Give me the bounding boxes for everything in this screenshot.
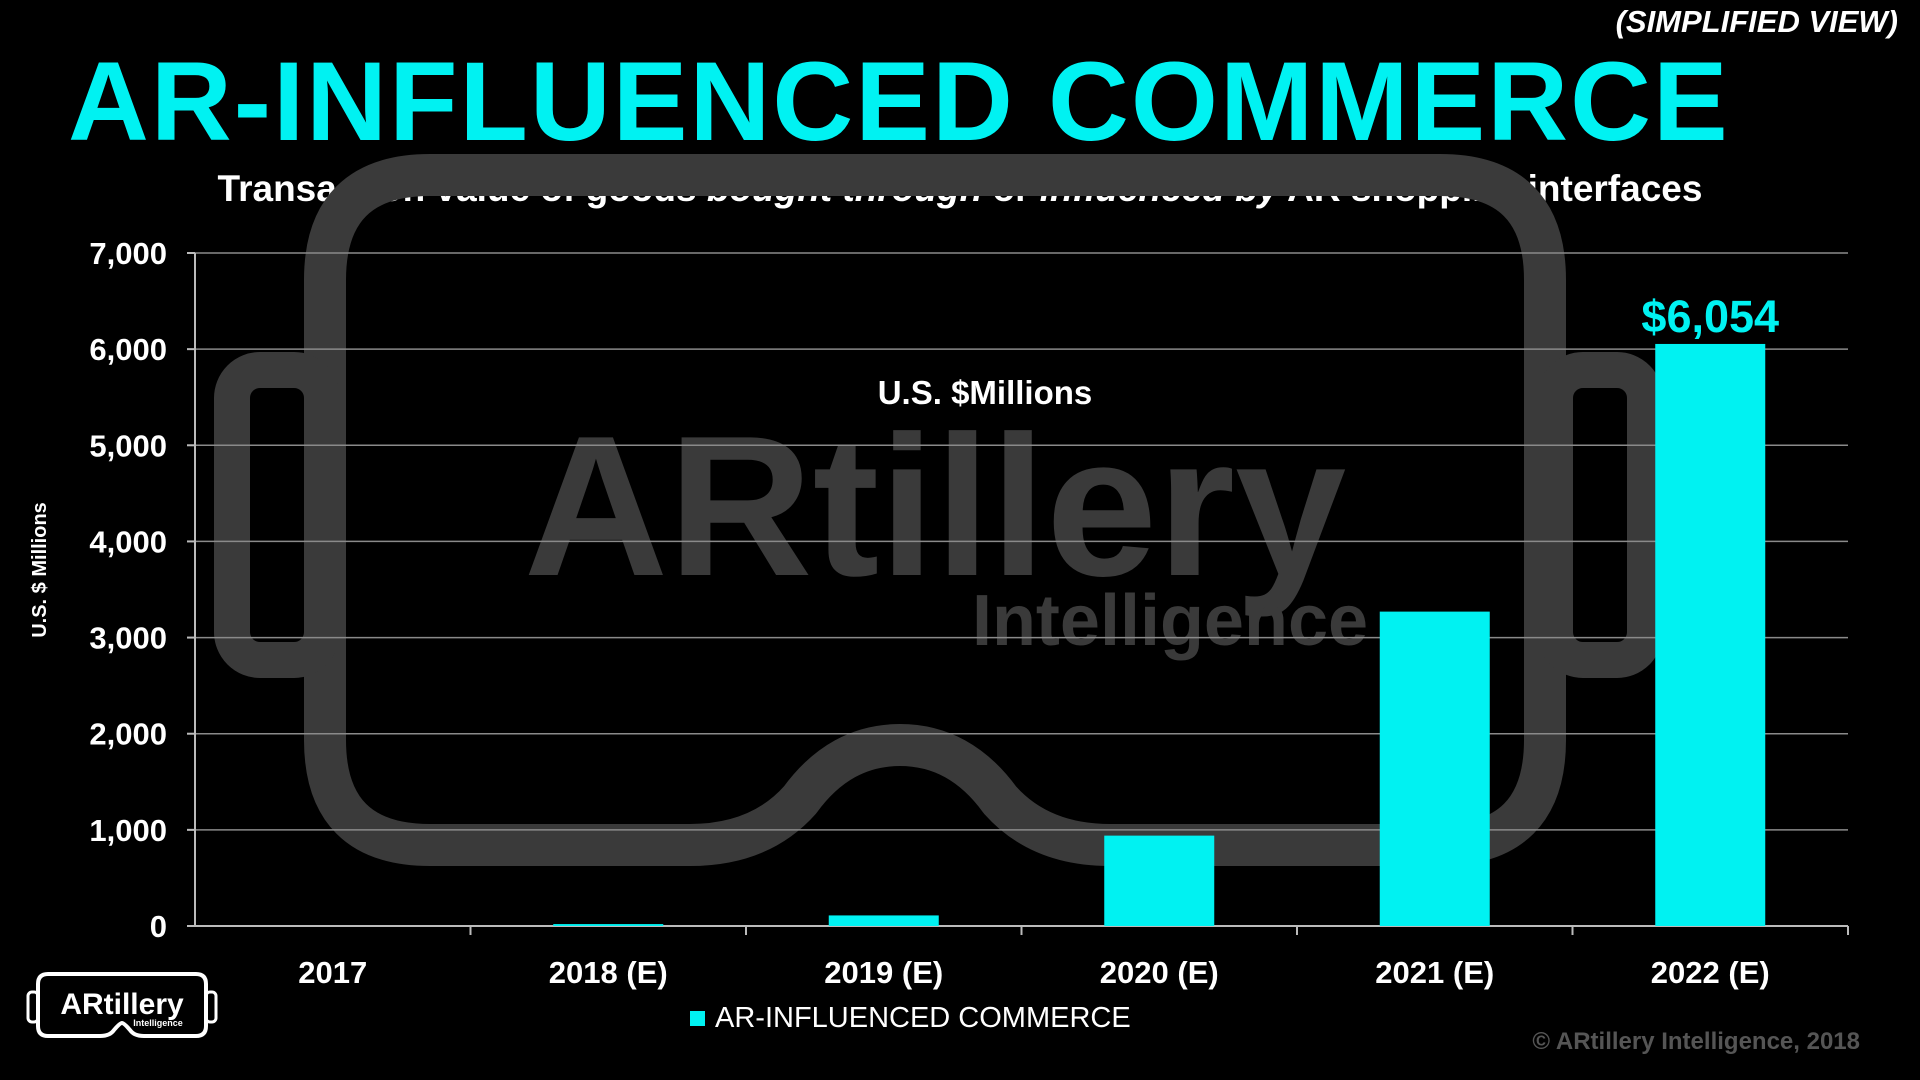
y-tick-label: 1,000 <box>89 813 167 848</box>
watermark-brand: ARtillery <box>524 395 1346 618</box>
logo-brand: ARtillery <box>60 988 184 1021</box>
x-tick-label: 2017 <box>298 955 367 990</box>
legend-label: AR-INFLUENCED COMMERCE <box>715 1002 1131 1034</box>
watermark: ARtillery Intelligence <box>214 154 1663 866</box>
watermark-left-strap <box>214 352 340 678</box>
y-axis-ticks: 0 1,000 2,000 3,000 4,000 5,000 6,000 7,000 <box>89 236 195 944</box>
inner-unit-label: U.S. $Millions <box>878 374 1093 411</box>
y-tick-label: 2,000 <box>89 717 167 752</box>
y-tick-label: 5,000 <box>89 428 167 463</box>
legend-swatch <box>690 1011 705 1026</box>
watermark-right-strap <box>1537 352 1663 678</box>
legend: AR-INFLUENCED COMMERCE <box>690 1002 1131 1035</box>
y-tick-label: 0 <box>150 909 167 944</box>
watermark-tagline: Intelligence <box>972 581 1368 661</box>
y-tick-label: 7,000 <box>89 236 167 271</box>
x-tick-label: 2022 (E) <box>1651 955 1770 990</box>
watermark-headset-shape <box>304 154 1566 866</box>
bar <box>828 915 939 926</box>
y-tick-label: 4,000 <box>89 524 167 559</box>
bar <box>1655 343 1766 926</box>
x-tick-label: 2020 (E) <box>1100 955 1219 990</box>
y-axis-label: U.S. $ Millions <box>29 502 51 638</box>
x-tick-label: 2021 (E) <box>1375 955 1494 990</box>
bars <box>553 343 1766 926</box>
x-axis-ticks: 2017 2018 (E) 2019 (E) 2020 (E) 2021 (E) 2022… <box>298 926 1849 990</box>
y-tick-label: 3,000 <box>89 621 167 656</box>
chart-title: AR-INFLUENCED COMMERCE <box>68 39 1730 164</box>
bar <box>1379 611 1490 926</box>
bar <box>1104 835 1215 926</box>
y-tick-label: 6,000 <box>89 332 167 367</box>
artillery-logo: ARtillery Intelligence <box>26 972 218 1038</box>
logo-headset-shape <box>36 972 208 1038</box>
view-note: (SIMPLIFIED VIEW) <box>1615 4 1898 39</box>
logo-tagline: Intelligence <box>133 1018 183 1028</box>
data-label: $6,054 <box>1641 291 1779 342</box>
copyright: © ARtillery Intelligence, 2018 <box>1532 1028 1860 1055</box>
data-labels: $6,054 <box>1641 291 1779 342</box>
x-tick-label: 2019 (E) <box>824 955 943 990</box>
bar <box>553 924 664 926</box>
x-tick-label: 2018 (E) <box>549 955 668 990</box>
